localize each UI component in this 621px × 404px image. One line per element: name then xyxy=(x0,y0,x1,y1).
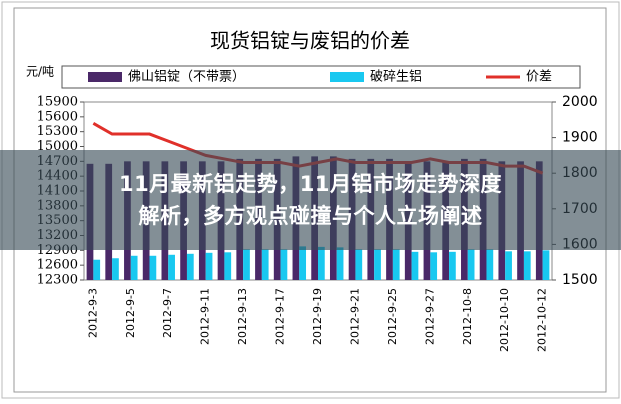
legend-box xyxy=(61,65,581,89)
bar xyxy=(411,251,419,280)
bar xyxy=(93,259,101,280)
x-tick-label: 2012-9-5 xyxy=(124,288,137,338)
legend-swatch xyxy=(88,72,122,82)
y2-tick-label: 2000 xyxy=(562,94,598,110)
bar xyxy=(318,246,325,280)
x-tick-label: 2012-9-7 xyxy=(161,288,174,338)
bar xyxy=(168,254,175,280)
bar xyxy=(243,249,250,280)
x-tick-label: 2012-10-10 xyxy=(498,288,511,352)
bar xyxy=(486,249,494,280)
bar xyxy=(149,255,157,280)
x-tick-label: 2012-9-3 xyxy=(86,288,99,338)
x-tick-label: 2012-10-8 xyxy=(461,288,474,345)
y-tick-label: 15900 xyxy=(37,95,78,110)
x-tick-label: 2012-9-25 xyxy=(386,288,399,345)
y-tick-label: 15300 xyxy=(37,124,78,139)
y-tick-label: 15600 xyxy=(37,109,78,124)
x-tick-label: 2012-9-17 xyxy=(274,288,287,345)
bar xyxy=(523,251,531,280)
bar xyxy=(467,249,475,280)
y-tick-label: 12600 xyxy=(37,258,78,273)
x-tick-label: 2012-10-12 xyxy=(536,288,549,352)
bar xyxy=(112,258,119,280)
legend-label: 佛山铝锭（不带票） xyxy=(128,70,245,85)
bar xyxy=(186,253,194,280)
bar xyxy=(336,247,344,280)
y2-tick-label: 1500 xyxy=(562,272,598,288)
legend-label: 破碎生铝 xyxy=(370,70,422,85)
banner: 11月最新铝走势，11月铝市场走势深度 解析，多方观点碰撞与个人立场阐述 xyxy=(0,150,621,250)
bar xyxy=(299,246,307,280)
banner-line: 解析，多方观点碰撞与个人立场阐述 xyxy=(138,204,483,228)
legend-label: 价差 xyxy=(526,70,552,85)
bar xyxy=(449,251,456,280)
x-tick-label: 2012-9-27 xyxy=(423,288,436,345)
chart-title: 现货铝锭与废铝的价差 xyxy=(210,29,410,53)
legend-swatch xyxy=(330,72,364,82)
bar xyxy=(280,249,288,280)
bar xyxy=(130,255,138,280)
bar xyxy=(261,249,269,280)
bar xyxy=(205,252,213,280)
x-tick-label: 2012-9-11 xyxy=(199,288,212,345)
bar xyxy=(505,251,512,280)
bar xyxy=(392,249,400,280)
y-axis-label: 元/吨 xyxy=(26,65,54,79)
banner-line: 11月最新铝走势，11月铝市场走势深度 xyxy=(119,172,502,196)
x-tick-label: 2012-9-13 xyxy=(236,288,249,345)
y-tick-label: 12300 xyxy=(37,273,78,288)
bar xyxy=(374,249,381,280)
bar xyxy=(430,252,438,280)
bar xyxy=(355,249,363,280)
bar xyxy=(224,252,232,280)
x-tick-label: 2012-9-21 xyxy=(348,288,361,345)
bar xyxy=(542,250,550,280)
x-tick-label: 2012-9-19 xyxy=(311,288,324,345)
y2-tick-label: 1900 xyxy=(562,130,598,146)
